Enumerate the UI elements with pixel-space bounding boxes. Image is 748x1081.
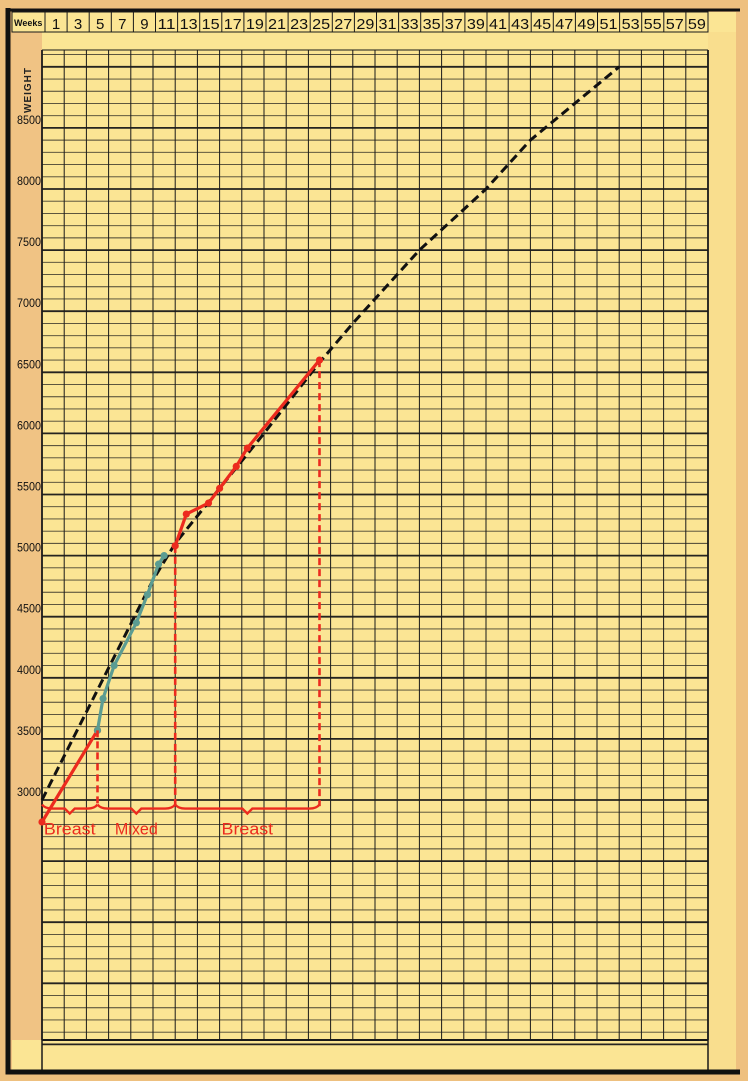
right-margin [708,32,736,1070]
y-axis-label: WEIGHT [23,67,34,113]
data-point [38,818,46,826]
x-tick-label: 59 [688,16,706,33]
y-tick-label: 3000 [17,785,41,799]
x-tick-label: 19 [246,16,264,33]
x-axis-label: Weeks [14,18,42,28]
brace [41,803,99,816]
y-tick-label: 4000 [17,663,41,677]
data-point [110,661,118,670]
data-point [243,444,251,452]
brace [96,803,177,816]
data-point [132,619,140,627]
data-point [154,560,163,568]
series-line-solid-red [40,729,99,823]
x-tick-label: 35 [423,16,441,33]
annotation-label: Breast [44,820,96,839]
x-tick-label: 53 [622,16,640,33]
data-point [182,510,190,518]
y-tick-label: 7500 [17,235,41,249]
y-tick-label: 5000 [17,541,41,555]
chart-paper [12,12,736,1070]
x-tick-label: 27 [334,16,352,33]
x-tick-label: 39 [467,16,485,33]
data-point [232,462,240,470]
series-layer [38,65,621,826]
x-tick-label: 37 [445,16,463,33]
x-tick-label: 11 [158,16,176,33]
x-tick-label: 41 [489,16,507,33]
x-tick-label: 15 [202,16,220,33]
x-tick-label: 33 [401,16,419,33]
x-tick-label: 9 [140,16,148,33]
weeks-header: Weeks 1 3 5 7 9 11 13 15 17 19 21 23 25 27 29 31 33 35 37 39… [11,11,709,33]
x-tick-label: 21 [268,16,286,33]
annotations: Breast Mixed Breast [41,360,321,839]
x-tick-label: 5 [96,16,104,33]
x-tick-label: 31 [379,16,397,33]
y-tick-label: 3500 [17,724,41,738]
x-tick-label: 55 [644,16,662,33]
x-tick-label: 51 [600,16,618,33]
y-tick-label: 4500 [17,602,41,616]
x-tick-label: 57 [666,16,684,33]
grid [41,49,709,1072]
y-axis: WEIGHT 3000 3500 4000 4500 5000 5500 6000 6500 70… [17,67,41,799]
annotation-label: Mixed [115,820,158,839]
data-point [143,591,152,599]
x-tick-label: 23 [290,16,308,33]
x-tick-label: 29 [356,16,374,33]
x-tick-label: 3 [74,16,82,33]
x-tick-label: 13 [180,16,198,33]
data-point [204,499,213,507]
data-point [99,694,107,703]
annotation-label: Breast [222,820,274,839]
y-tick-label: 5500 [17,480,41,494]
y-tick-label: 8000 [17,174,41,188]
y-tick-label: 6000 [17,418,41,432]
x-tick-label: 49 [577,16,595,33]
brace [174,803,321,816]
x-tick-label: 47 [555,16,573,33]
data-point [216,484,224,492]
outer-frame [5,8,740,1075]
weight-axis-column [12,32,42,1040]
series-line-dashed-black [40,65,621,801]
x-tick-label: 1 [52,16,60,33]
x-tick-label: 7 [118,16,126,33]
y-tick-label: 6500 [17,357,41,371]
y-tick-label: 7000 [17,296,41,310]
y-tick-label: 8500 [17,113,41,127]
data-point [160,552,168,560]
x-tick-label: 45 [533,16,551,33]
x-tick-label: 25 [312,16,330,33]
x-tick-label: 43 [511,16,529,33]
x-tick-label: 17 [224,16,242,33]
